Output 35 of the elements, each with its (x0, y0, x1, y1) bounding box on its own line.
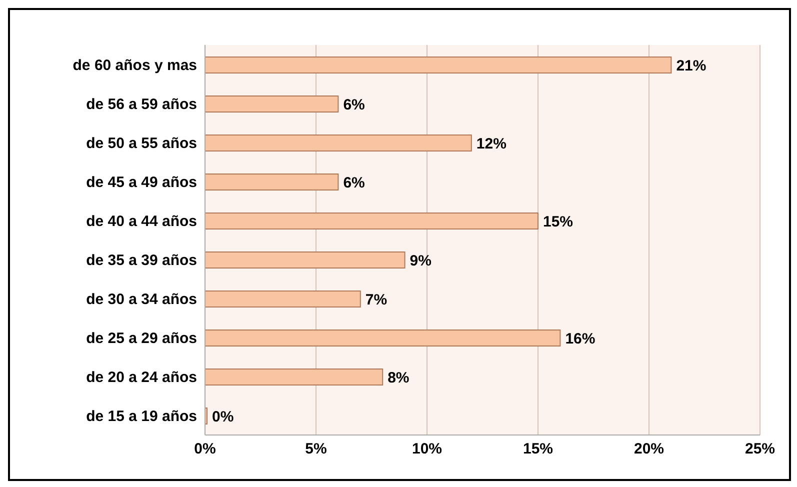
bar (205, 290, 361, 308)
data-label: 6% (343, 96, 365, 114)
x-tick-label: 15% (522, 440, 554, 458)
data-label: 0% (212, 408, 234, 426)
bar (205, 174, 339, 190)
bar (205, 252, 406, 268)
y-tick-label: de 50 a 55 años (86, 134, 197, 152)
data-label: 7% (365, 291, 388, 308)
y-tick-label: de 56 a 59 años (86, 96, 197, 113)
y-tick-label: de 30 a 34 años (86, 290, 197, 308)
bar (205, 56, 672, 74)
data-label: 6% (343, 174, 365, 192)
y-tick-label: de 15 a 19 años (86, 408, 197, 425)
x-tick-label: 5% (305, 440, 327, 458)
y-tick-label: de 25 a 29 años (86, 330, 197, 347)
bar (205, 330, 561, 346)
bar (205, 134, 472, 152)
data-label: 8% (388, 369, 410, 386)
y-tick-label: de 60 años y mas (72, 56, 197, 74)
x-tick-label: 25% (744, 440, 776, 458)
y-tick-label: de 35 a 39 años (86, 252, 197, 269)
x-tick-label: 0% (194, 440, 216, 458)
bar (205, 368, 384, 386)
data-label: 21% (676, 57, 706, 74)
y-tick-label: de 20 a 24 años (86, 368, 197, 386)
x-tick-label: 10% (412, 440, 442, 458)
data-label: 12% (476, 135, 506, 152)
data-label: 16% (565, 330, 596, 348)
bar (205, 212, 538, 230)
bar (205, 96, 339, 112)
data-label: 9% (410, 252, 432, 270)
y-tick-label: de 45 a 49 años (86, 174, 197, 191)
y-tick-label: de 40 a 44 años (86, 212, 197, 230)
x-tick-label: 20% (634, 440, 664, 458)
data-label: 15% (543, 213, 574, 230)
